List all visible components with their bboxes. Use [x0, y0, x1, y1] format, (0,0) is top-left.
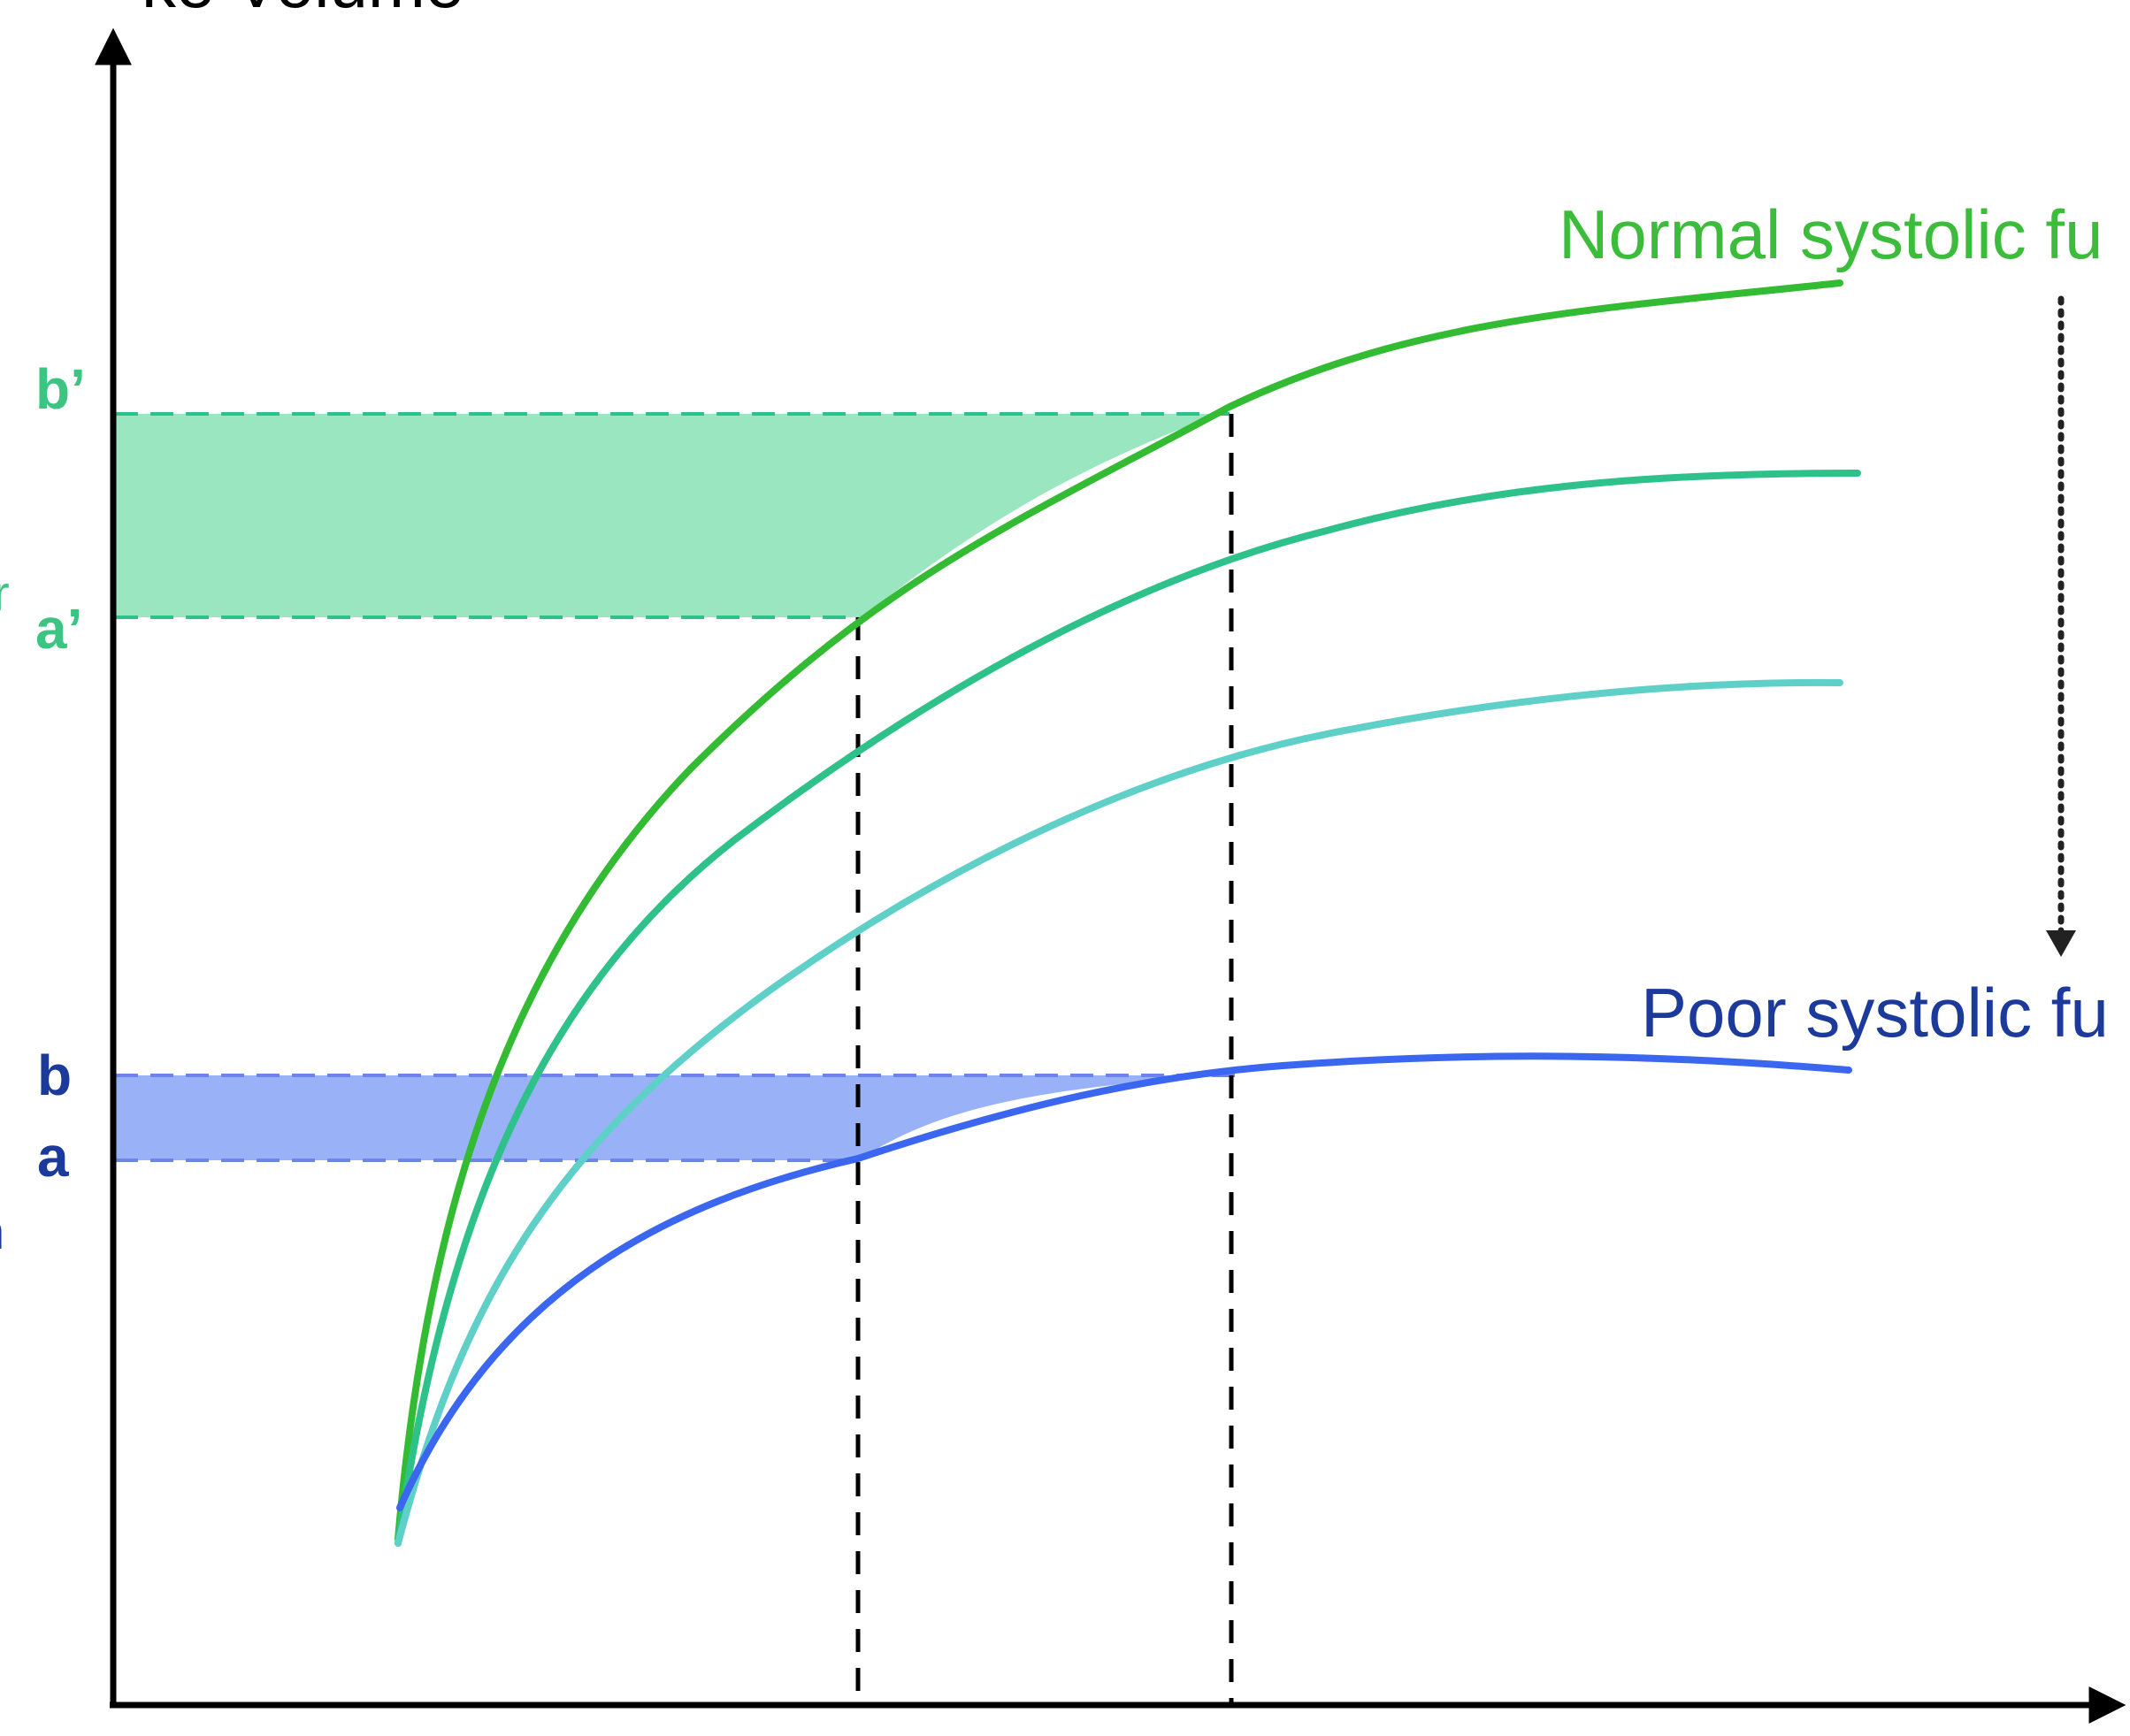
poor-curve-label: Poor systolic fu	[1641, 974, 2109, 1052]
left-edge-fragment-green: r	[0, 565, 10, 621]
left-edge-fragment-blue: n	[0, 1204, 4, 1259]
a-prime-label: a’	[35, 597, 82, 661]
a-label: a	[37, 1125, 69, 1189]
poor-systolic-curve	[396, 1052, 1852, 1511]
normal-curve-label: Normal systolic fu	[1559, 195, 2103, 273]
intermediate-systolic-curve-1	[395, 470, 1861, 1547]
b-prime-label: b’	[35, 357, 86, 421]
normal-systolic-curve	[395, 279, 1843, 1542]
decline-arrow-head	[2046, 930, 2076, 957]
b-label: b	[37, 1044, 72, 1107]
normal-range-band	[115, 414, 1221, 617]
poor-range-band	[115, 1075, 1234, 1160]
y-axis-title: ke Volume	[142, 0, 464, 22]
intermediate-systolic-curve-2	[395, 678, 1843, 1547]
